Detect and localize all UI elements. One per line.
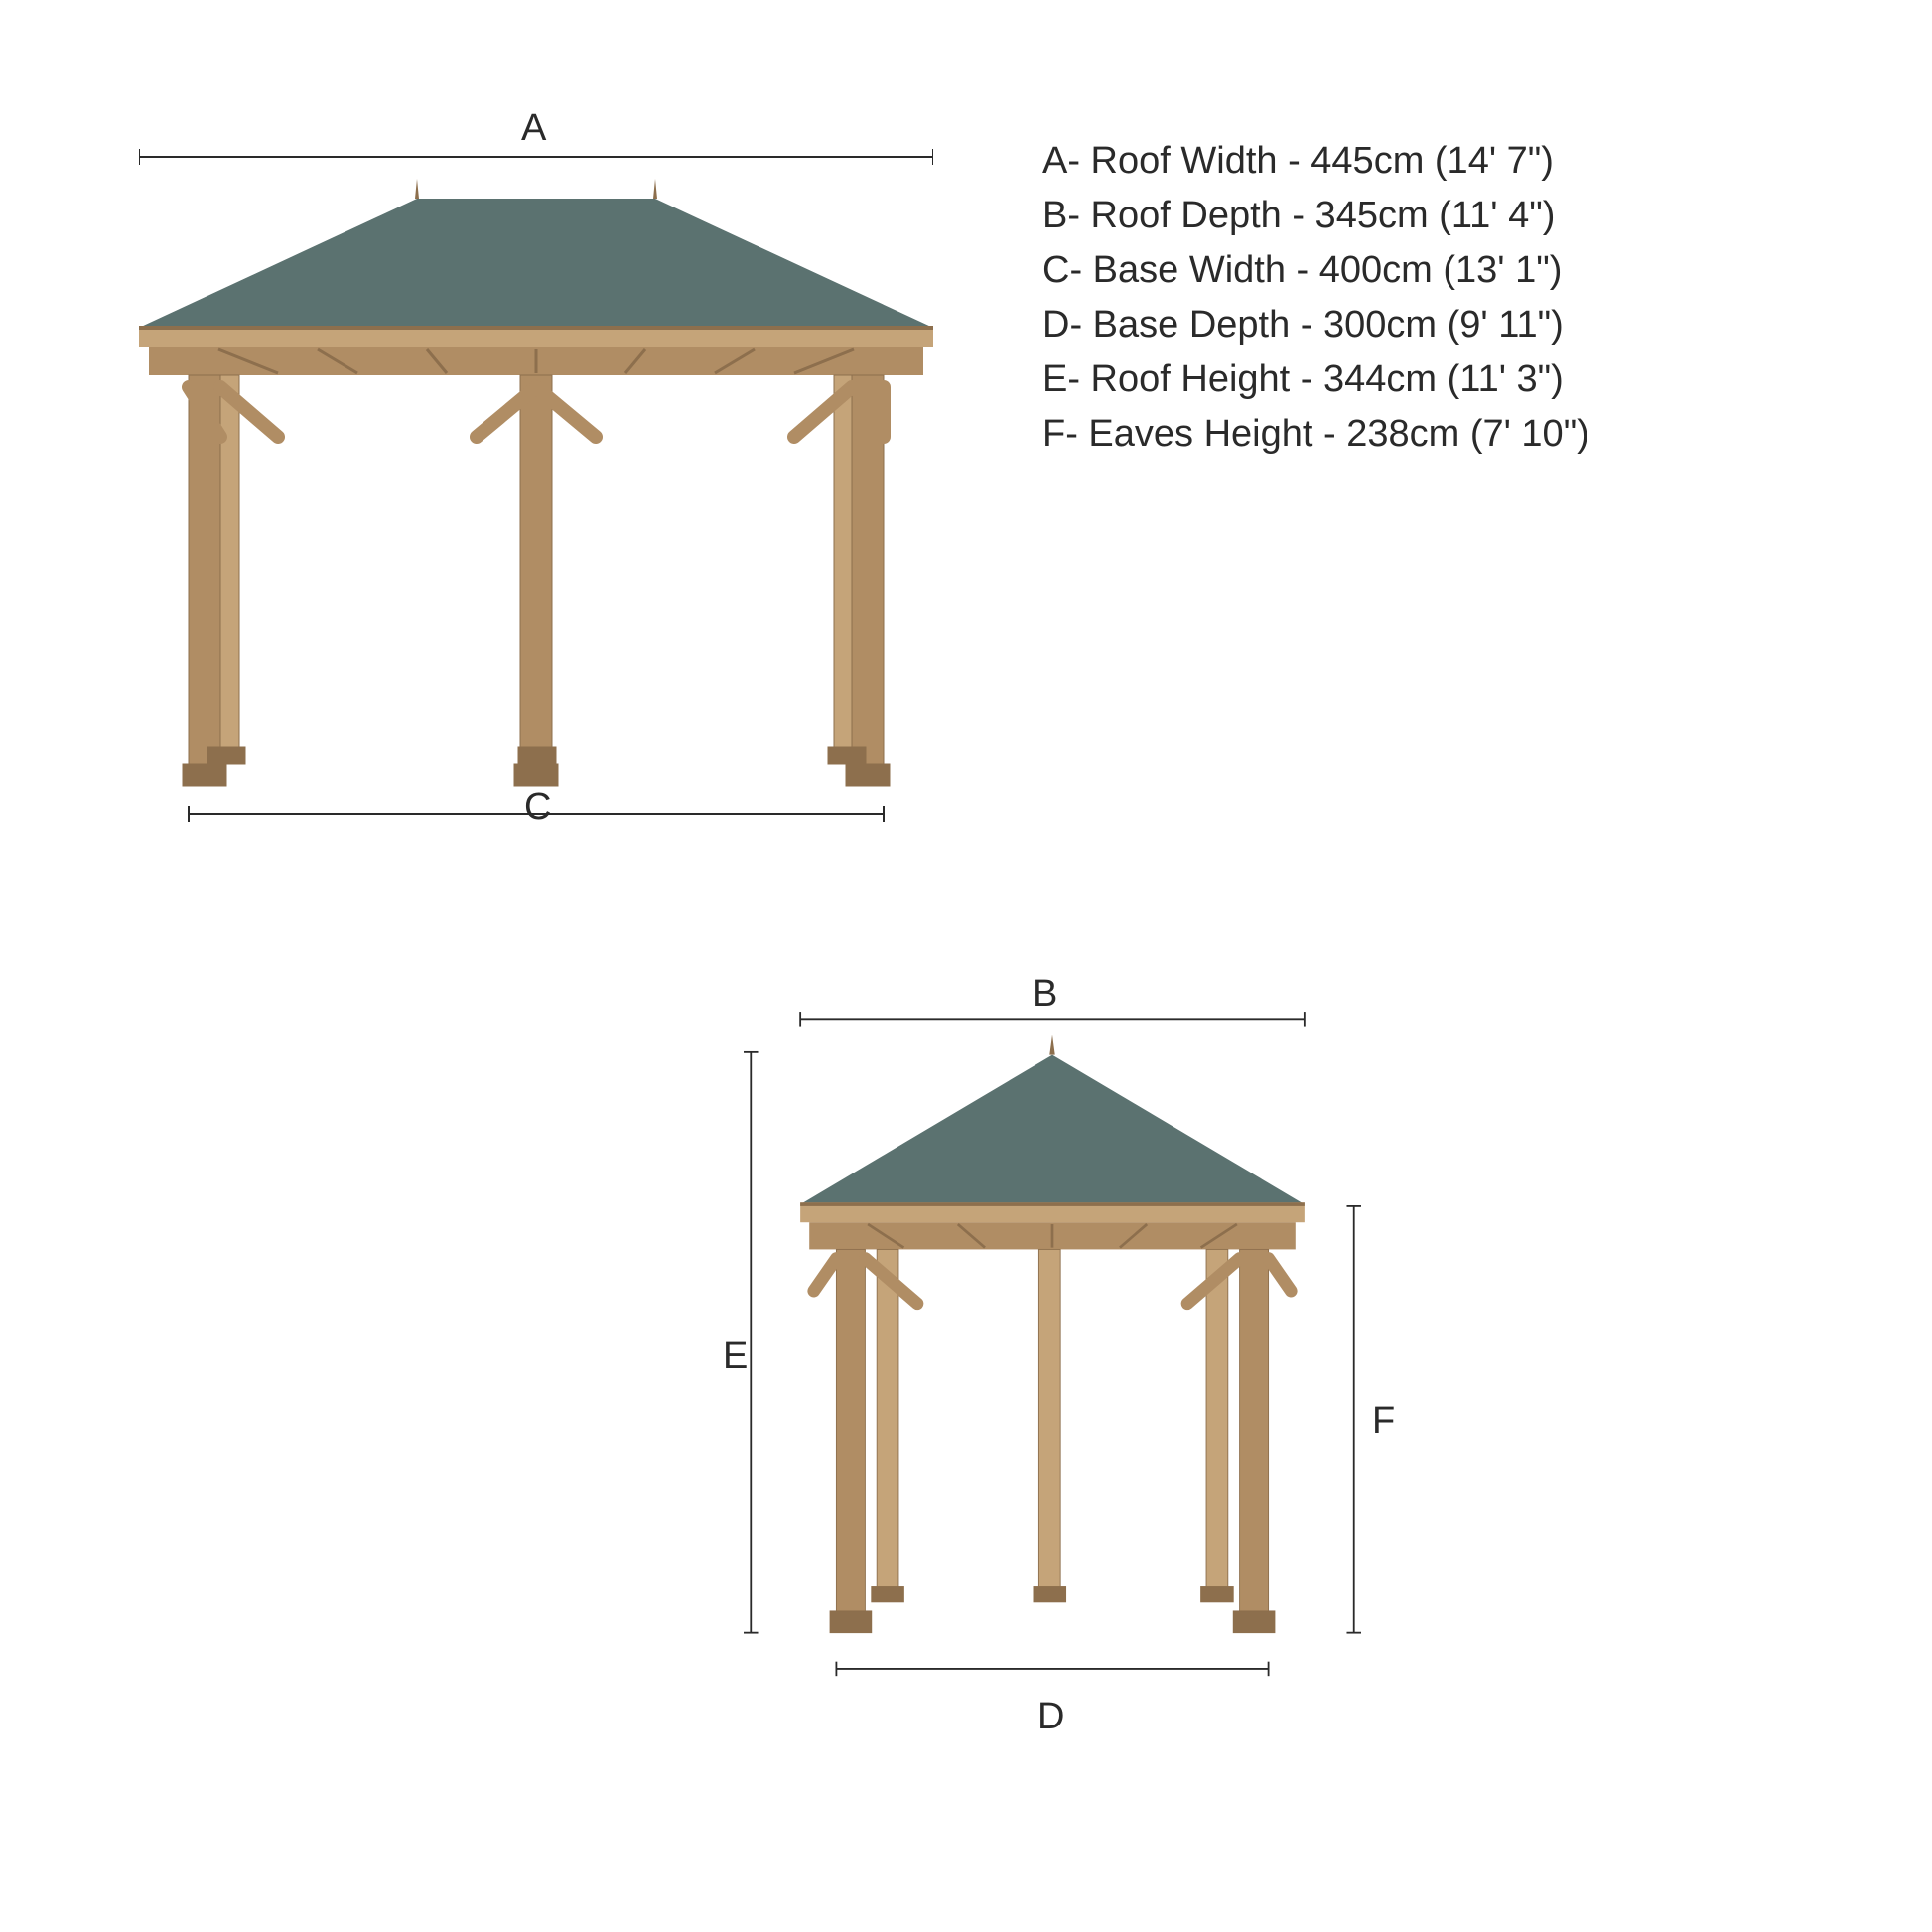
- legend-row-c: C- Base Width - 400cm (13' 1"): [1042, 243, 1589, 298]
- gazebo-side-svg: [715, 1003, 1390, 1705]
- dim-label-c: C: [524, 786, 551, 829]
- legend-row-f: F- Eaves Height - 238cm (7' 10"): [1042, 407, 1589, 462]
- legend-row-a: A- Roof Width - 445cm (14' 7"): [1042, 134, 1589, 189]
- dimension-legend: A- Roof Width - 445cm (14' 7")B- Roof De…: [1042, 134, 1589, 463]
- legend-row-e: E- Roof Height - 344cm (11' 3"): [1042, 352, 1589, 407]
- dim-label-a: A: [521, 107, 546, 150]
- dim-label-f: F: [1372, 1400, 1395, 1443]
- dim-label-b: B: [1033, 973, 1057, 1016]
- legend-row-b: B- Roof Depth - 345cm (11' 4"): [1042, 189, 1589, 243]
- gazebo-front-svg: [139, 139, 933, 834]
- gazebo-front-view: [139, 139, 933, 839]
- dim-label-d: D: [1037, 1696, 1064, 1738]
- legend-row-d: D- Base Depth - 300cm (9' 11"): [1042, 298, 1589, 352]
- dim-label-e: E: [723, 1335, 748, 1378]
- gazebo-side-view: [715, 1003, 1390, 1710]
